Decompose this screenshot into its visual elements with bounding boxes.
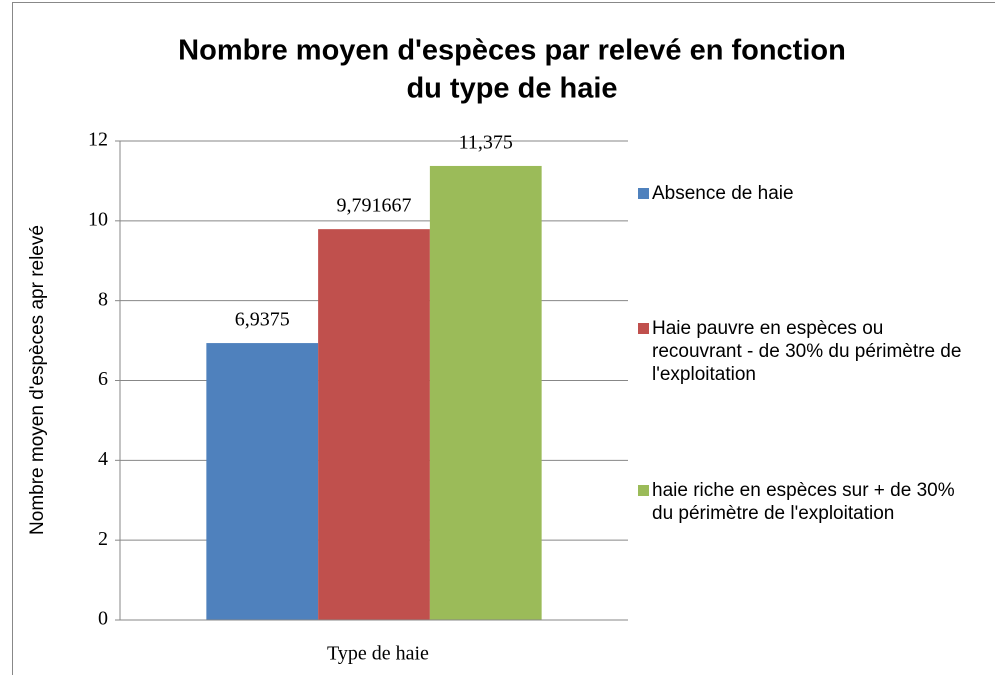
data-label: 6,9375 — [235, 309, 290, 331]
y-tick-label: 10 — [88, 208, 108, 230]
data-label: 11,375 — [459, 132, 513, 154]
y-tick-label: 12 — [88, 129, 108, 151]
data-label: 9,791667 — [337, 195, 412, 217]
bar — [318, 229, 430, 620]
legend-swatch — [638, 188, 649, 199]
chart-title: Nombre moyen d'espèces par relevé en fon… — [178, 35, 846, 67]
bar — [429, 165, 542, 620]
legend-swatch — [638, 323, 649, 334]
y-axis-label: Nombre moyen d'espèces apr relevé — [27, 225, 48, 535]
x-axis-label: Type de haie — [327, 643, 429, 665]
legend-entry: Absence de haie — [638, 182, 978, 205]
y-tick-label: 4 — [98, 448, 108, 470]
y-tick-label: 8 — [98, 288, 108, 310]
legend-label: haie riche en espèces sur + de 30% du pé… — [652, 480, 955, 524]
legend-entry: Haie pauvre en espèces ou recouvrant - d… — [638, 317, 978, 386]
bar — [206, 343, 319, 620]
legend-swatch — [638, 485, 649, 496]
y-tick-label: 0 — [98, 608, 108, 630]
legend-entry: haie riche en espèces sur + de 30% du pé… — [638, 479, 978, 525]
legend-label: Haie pauvre en espèces ou recouvrant - d… — [652, 318, 962, 385]
y-tick-label: 6 — [98, 368, 108, 390]
y-tick-label: 2 — [98, 528, 108, 550]
chart-title: du type de haie — [406, 73, 617, 105]
legend-label: Absence de haie — [652, 183, 794, 204]
